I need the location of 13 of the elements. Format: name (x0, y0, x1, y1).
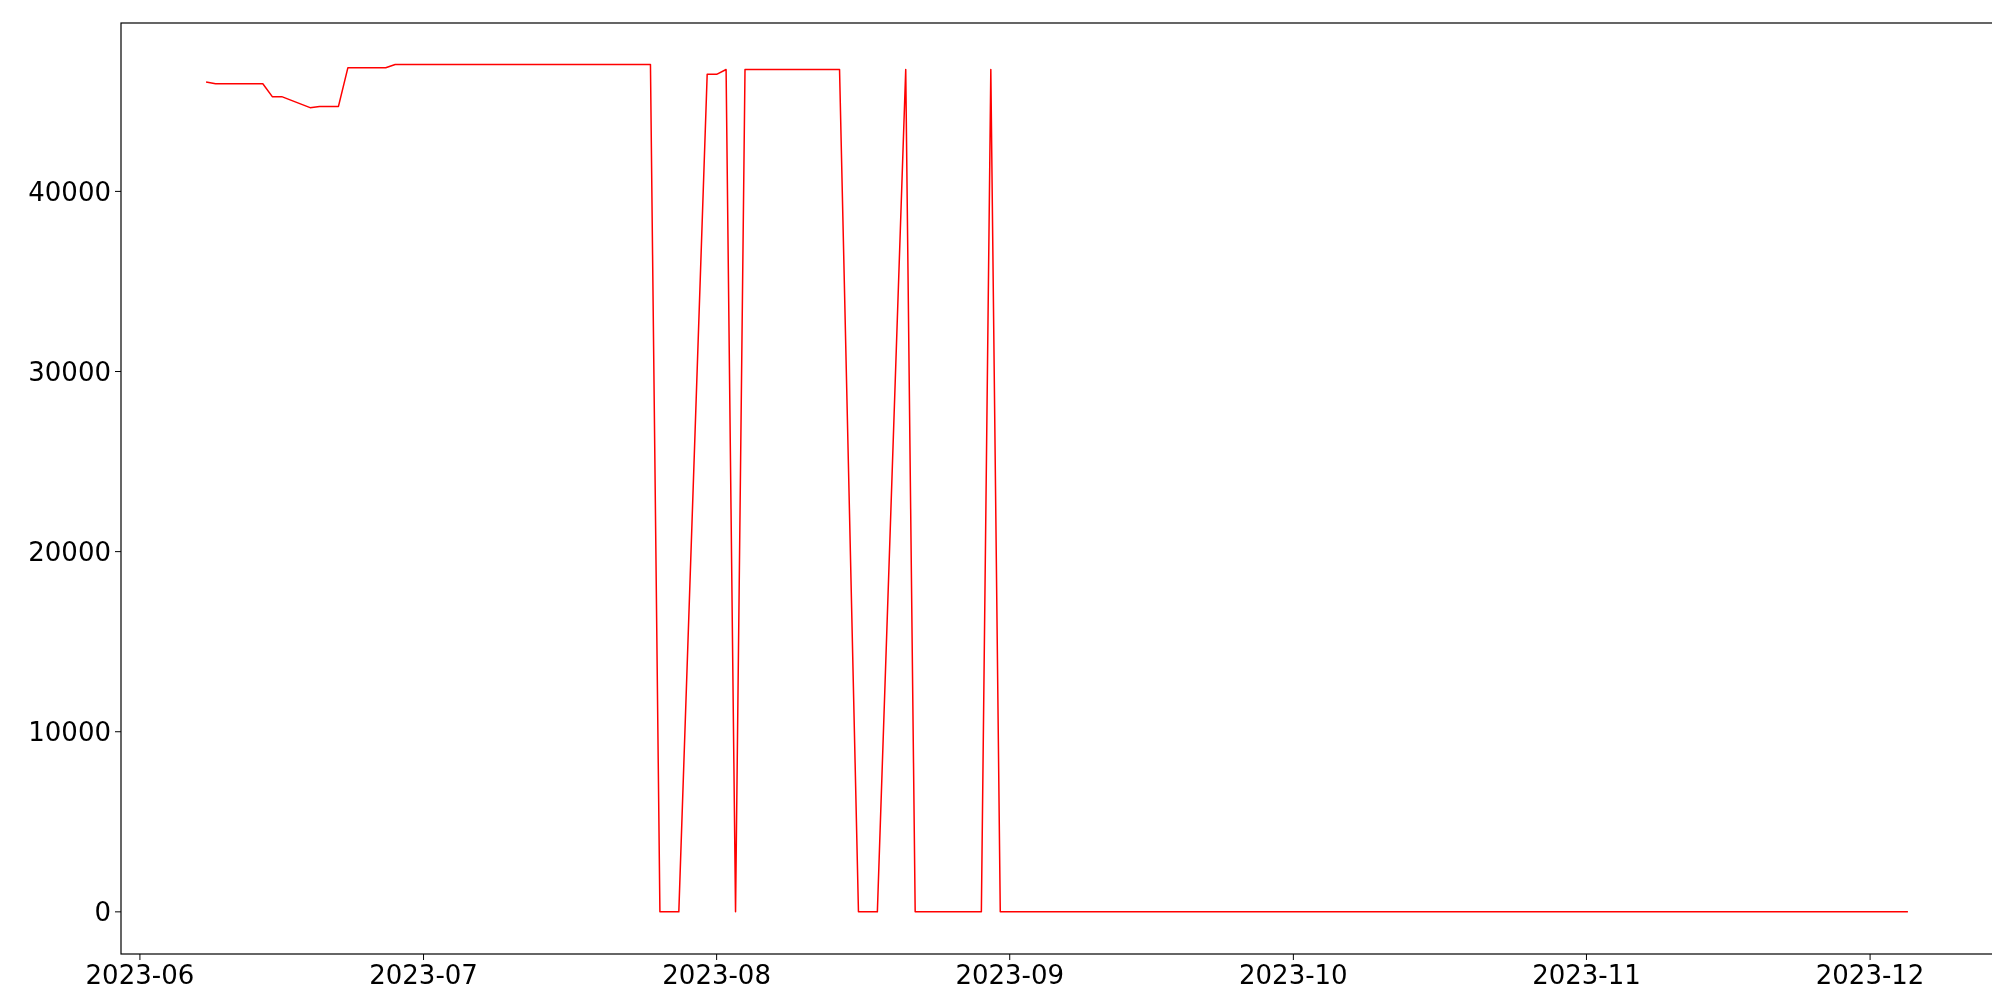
x-tick-label: 2023-09 (955, 960, 1065, 990)
y-tick-label: 40000 (28, 176, 111, 207)
x-tick-label: 2023-08 (662, 960, 771, 990)
x-tick-label: 2023-12 (1815, 960, 1925, 990)
x-tick-label: 2023-11 (1532, 960, 1641, 990)
line-series (205, 63, 1909, 913)
y-tick-label: 0 (94, 896, 111, 927)
y-tick-label: 30000 (28, 356, 111, 387)
y-tick-label: 20000 (28, 536, 111, 567)
x-tick-label: 2023-06 (85, 960, 195, 990)
x-tick-label: 2023-07 (369, 960, 478, 990)
x-tick-label: 2023-10 (1239, 960, 1348, 990)
y-tick-label: 10000 (28, 716, 111, 747)
